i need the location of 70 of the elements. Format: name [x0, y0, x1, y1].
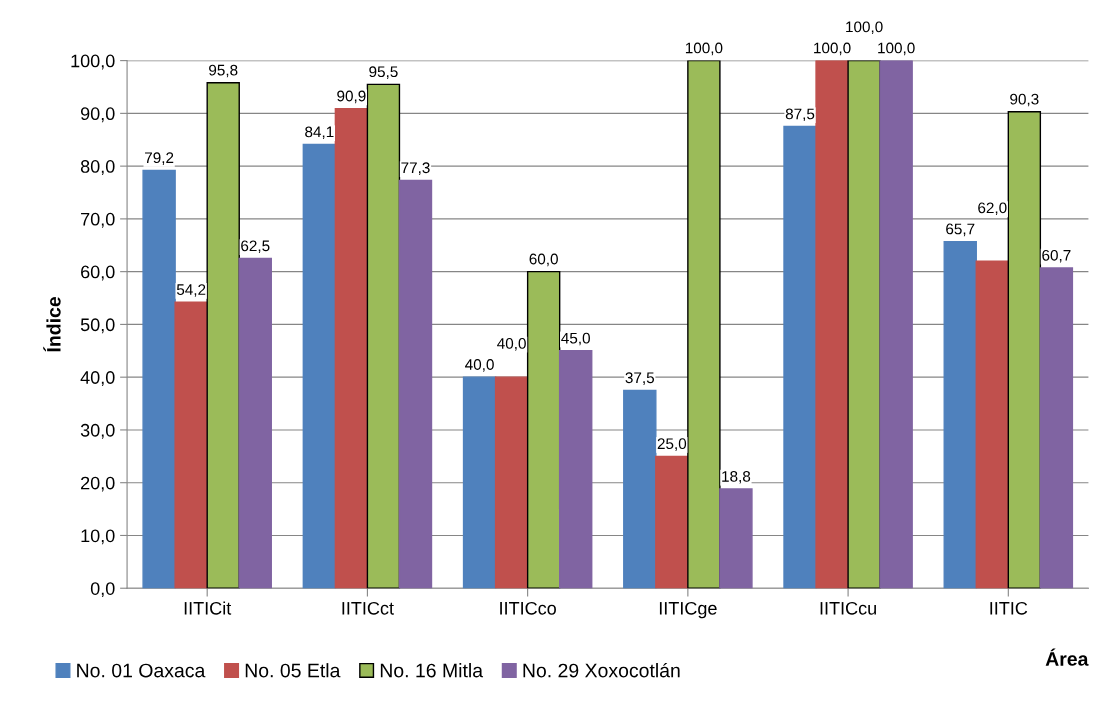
- y-tick-label: 10,0: [81, 529, 115, 545]
- data-label: 100,0: [846, 21, 883, 35]
- data-label: 100,0: [878, 42, 915, 56]
- bar: [334, 107, 369, 589]
- bar: [687, 60, 721, 589]
- bar: [1039, 267, 1074, 589]
- bar: [975, 260, 1010, 589]
- data-label: 87,5: [785, 108, 815, 122]
- data-label: 25,0: [657, 438, 687, 451]
- x-tick-label: IITICge: [659, 601, 717, 619]
- data-label: 40,0: [465, 359, 494, 372]
- x-tick-label: IITICco: [500, 601, 556, 615]
- y-tick-label: 70,0: [81, 212, 115, 228]
- y-tick-label: 20,0: [81, 476, 115, 492]
- data-label: 90,9: [337, 90, 366, 104]
- bar: [398, 179, 433, 589]
- bar: [1007, 111, 1042, 589]
- bar: [719, 488, 753, 589]
- x-tick-label: IITIC: [990, 601, 1028, 615]
- data-label: 84,1: [305, 126, 334, 140]
- x-axis-title: Área: [1045, 648, 1089, 666]
- bar: [815, 60, 849, 589]
- data-label: 77,3: [401, 162, 430, 175]
- data-label: 100,0: [685, 42, 723, 56]
- bar: [558, 350, 593, 589]
- data-label: 100,0: [814, 42, 851, 56]
- x-tick-label: IITICcu: [820, 601, 876, 615]
- bar: [783, 125, 817, 589]
- bar: [943, 240, 977, 589]
- bar: [623, 389, 657, 589]
- bar: [462, 376, 497, 589]
- data-label: 60,0: [529, 253, 558, 267]
- data-label: 95,5: [369, 66, 398, 79]
- data-label: 45,0: [561, 332, 590, 346]
- data-label: 60,7: [1042, 249, 1071, 263]
- y-axis-title: Índice: [43, 296, 61, 352]
- data-label: 95,8: [209, 64, 238, 78]
- bar: [847, 60, 881, 589]
- data-label: 37,5: [625, 372, 655, 385]
- legend-label: No. 16 Mitla: [380, 663, 484, 678]
- data-label: 18,8: [722, 470, 751, 484]
- y-tick-label: 100,0: [71, 54, 115, 70]
- y-tick-label: 30,0: [80, 423, 115, 439]
- data-label: 90,3: [1010, 93, 1039, 107]
- x-tick-label: IITICit: [184, 601, 232, 615]
- data-label: 79,2: [145, 152, 174, 165]
- x-tick-label: IITICct: [342, 601, 394, 615]
- bar: [174, 301, 208, 589]
- y-tick-label: 0,0: [90, 582, 115, 598]
- bar: [494, 376, 529, 589]
- bar: [366, 83, 401, 589]
- y-tick-label: 50,0: [80, 318, 115, 334]
- data-label: 62,0: [978, 202, 1007, 216]
- legend-label: No. 29 Xoxocotlán: [523, 662, 680, 678]
- data-label: 65,7: [946, 223, 975, 237]
- y-tick-label: 40,0: [80, 371, 115, 387]
- data-label: 40,0: [497, 338, 526, 351]
- y-tick-label: 90,0: [80, 107, 115, 123]
- legend-label: No. 01 Oaxaca: [77, 663, 206, 678]
- legend-label: No. 05 Etla: [245, 663, 341, 678]
- y-tick-label: 60,0: [81, 265, 115, 281]
- bar: [879, 60, 913, 589]
- data-label: 62,5: [241, 240, 270, 254]
- bar: [526, 270, 561, 589]
- bar: [238, 257, 272, 589]
- data-label: 54,2: [176, 284, 206, 297]
- bar: [206, 82, 240, 589]
- bar: [302, 143, 337, 589]
- bar: [655, 455, 689, 589]
- y-tick-label: 80,0: [80, 160, 115, 175]
